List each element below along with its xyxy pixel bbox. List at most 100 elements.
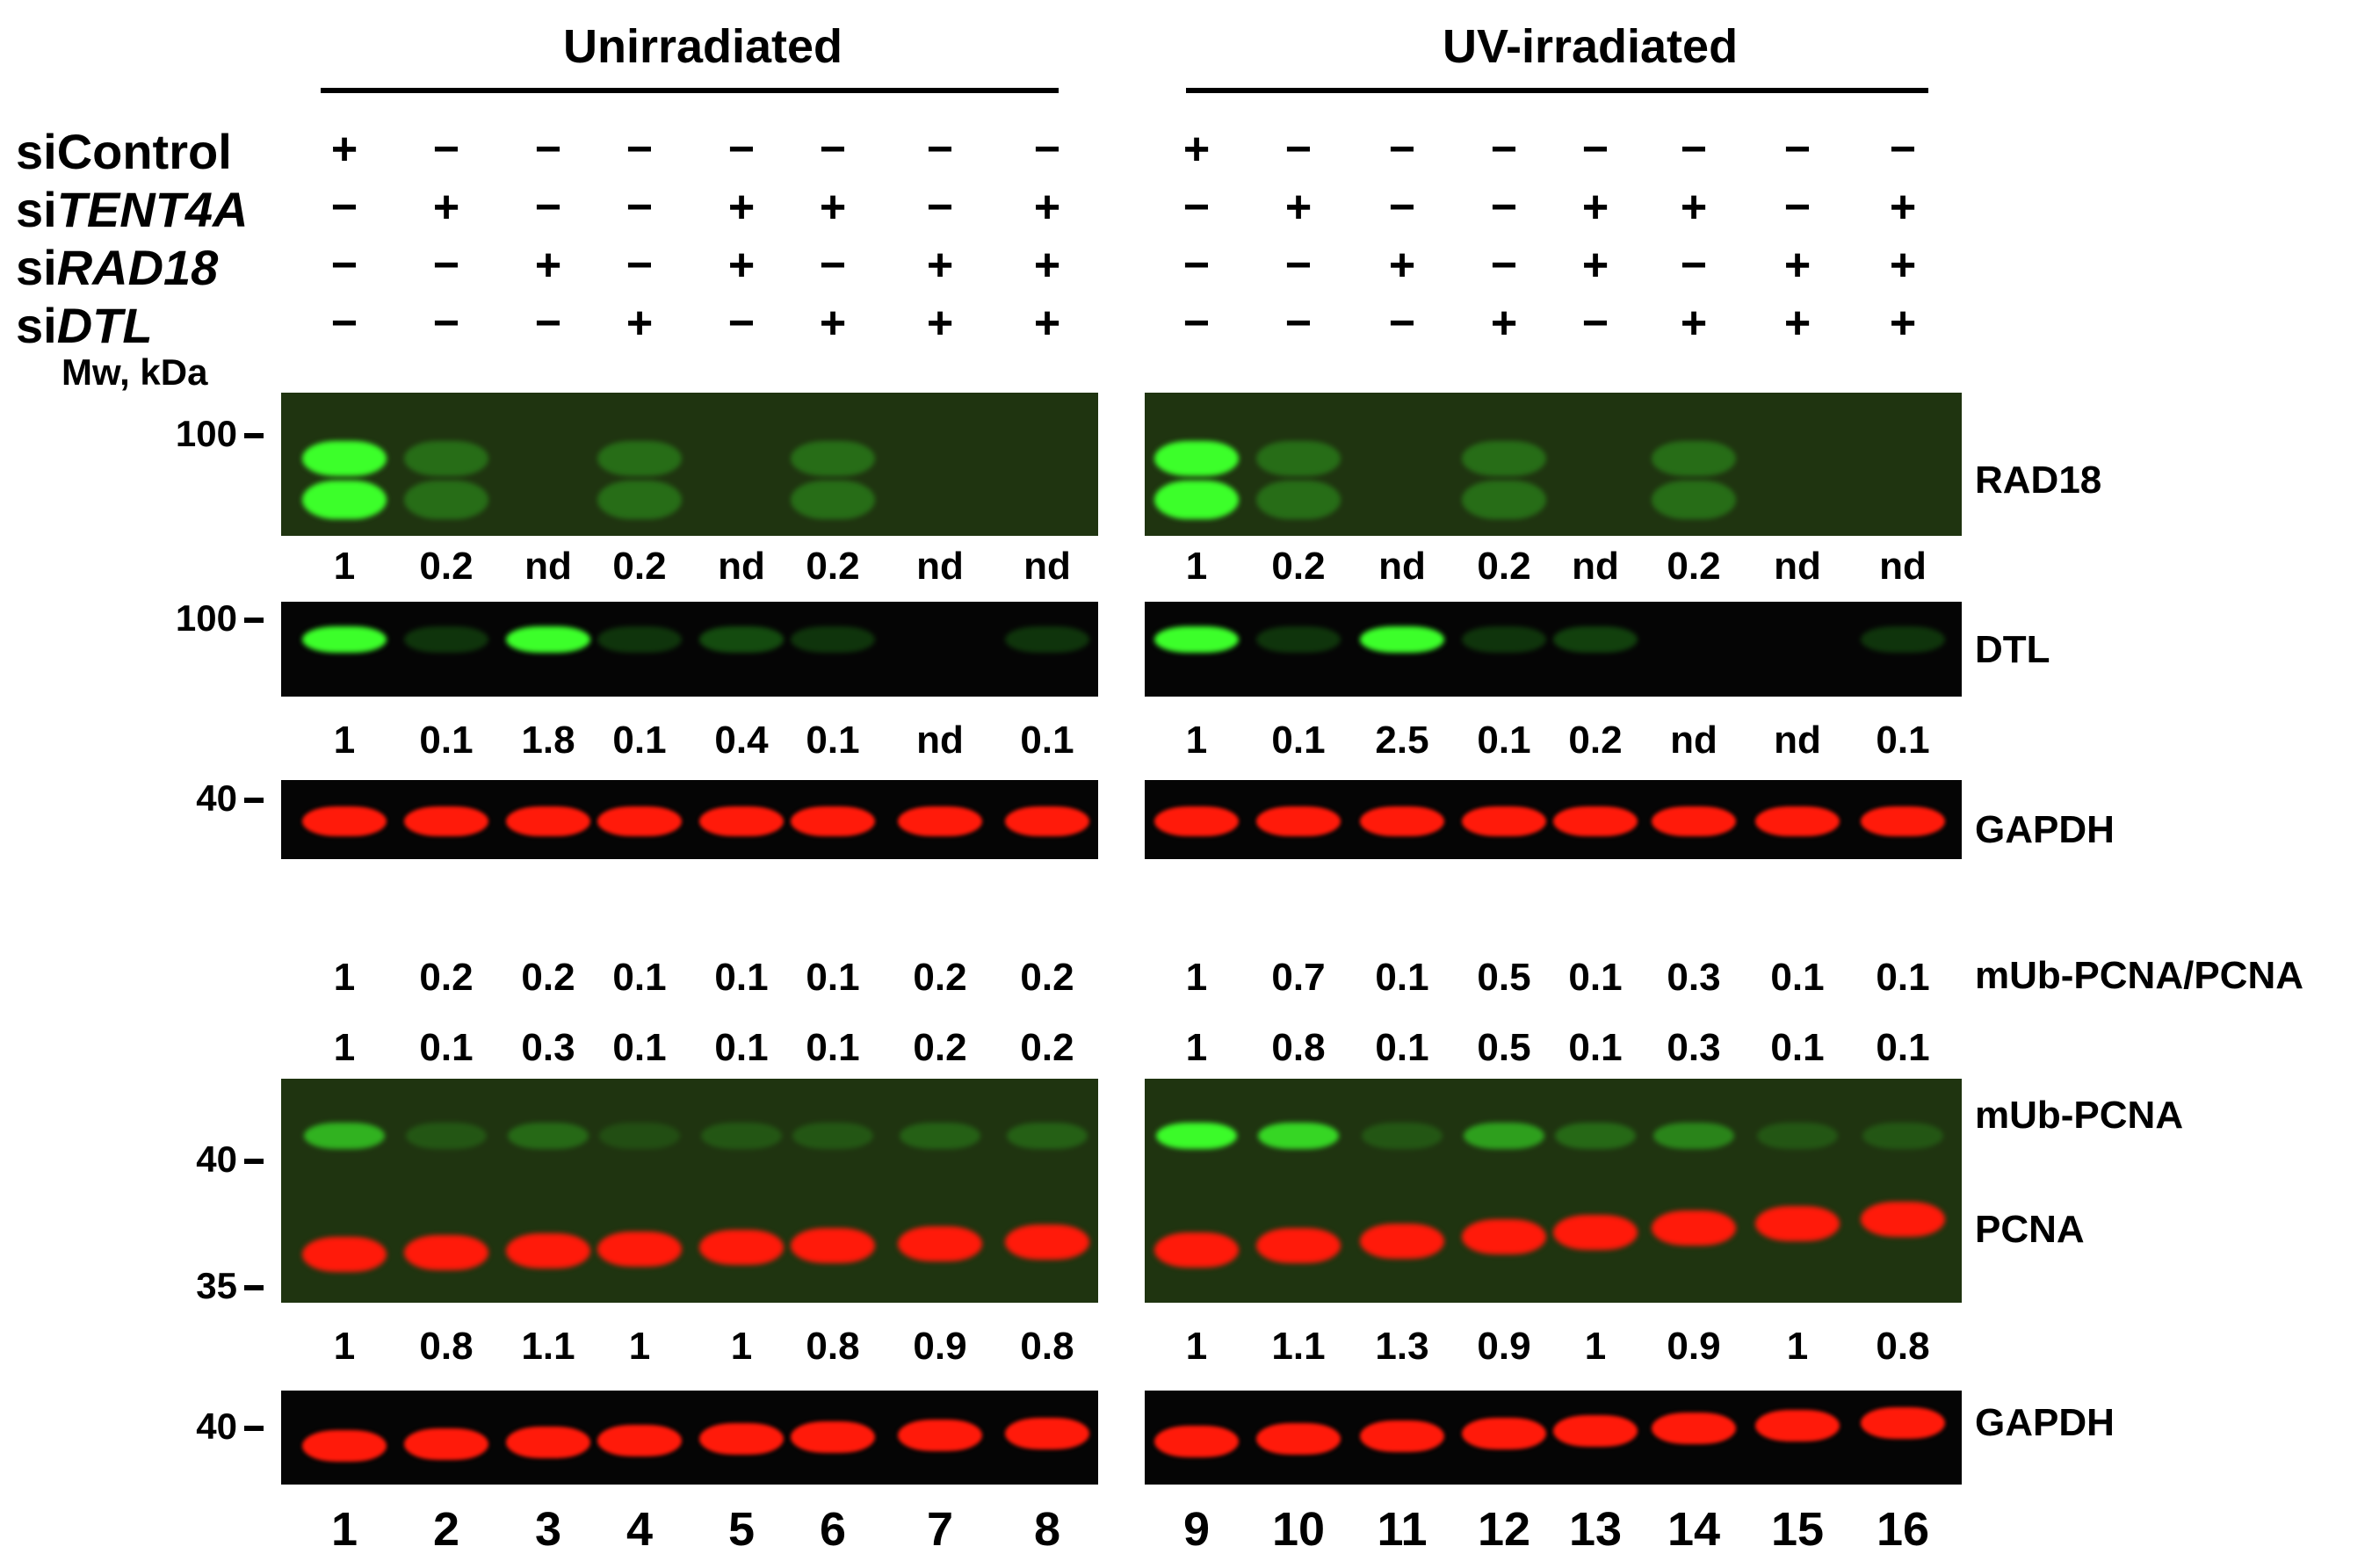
dtl-quant-value: 0.1 — [1271, 719, 1326, 762]
dtl-quant-value: nd — [1670, 719, 1718, 762]
lane-number: 1 — [330, 1503, 358, 1556]
band-gapdh1 — [1256, 806, 1341, 836]
protein-label-gapdh1: GAPDH — [1975, 808, 2115, 851]
band-rad18 — [1652, 441, 1736, 476]
band-pcna — [900, 1123, 980, 1149]
pcna-quant-value: 1 — [1185, 1325, 1208, 1368]
pcna-quant-value: 1 — [1584, 1325, 1607, 1368]
lane-number: 4 — [626, 1503, 654, 1556]
condition-cell: − — [1490, 182, 1518, 233]
band-rad18 — [404, 481, 488, 519]
pcna-quant-value: 0.8 — [806, 1325, 860, 1368]
pcna-quant-value: 0.8 — [1020, 1325, 1074, 1368]
band-pcna — [1462, 1219, 1546, 1254]
band-gapdh1 — [302, 806, 387, 836]
band-gapdh2 — [1861, 1407, 1945, 1439]
ratio-quant-value: 0.1 — [419, 1026, 474, 1069]
band-gapdh1 — [791, 806, 875, 836]
band-pcna — [597, 1232, 682, 1267]
condition-cell: + — [1889, 240, 1917, 291]
blot-pcna-right — [1145, 1079, 1962, 1303]
condition-cell: − — [1388, 124, 1416, 175]
band-gapdh2 — [1154, 1426, 1239, 1457]
lane-number: 15 — [1770, 1503, 1825, 1556]
band-rad18 — [404, 441, 488, 476]
dtl-quant-value: 0.1 — [1876, 719, 1930, 762]
condition-cell: − — [432, 298, 460, 349]
pcna-quant-value: 1.1 — [521, 1325, 575, 1368]
blot-gapdh2-right — [1145, 1391, 1962, 1485]
band-gapdh2 — [1462, 1418, 1546, 1449]
protein-label-gapdh2: GAPDH — [1975, 1401, 2115, 1444]
band-rad18 — [597, 481, 682, 519]
ratio-quant-value: 1 — [1185, 956, 1208, 999]
rad18-quant-value: 0.2 — [612, 545, 667, 588]
band-pcna — [1256, 1228, 1341, 1263]
band-pcna — [1005, 1225, 1089, 1260]
pcna-quant-value: 1 — [730, 1325, 753, 1368]
condition-cell: + — [1889, 182, 1917, 233]
condition-cell: − — [330, 298, 358, 349]
band-rad18 — [1652, 481, 1736, 519]
dtl-quant-value: 0.4 — [714, 719, 769, 762]
dtl-quant-value: 1.8 — [521, 719, 575, 762]
condition-cell: − — [1490, 240, 1518, 291]
condition-cell: − — [330, 182, 358, 233]
ratio-quant-value: 0.1 — [612, 1026, 667, 1069]
dtl-quant-value: 1 — [1185, 719, 1208, 762]
ratio-quant-value: 0.1 — [1770, 956, 1825, 999]
condition-cell: − — [534, 124, 562, 175]
condition-cell: − — [626, 182, 654, 233]
rad18-quant-value: 0.2 — [1271, 545, 1326, 588]
band-gapdh1 — [1462, 806, 1546, 836]
condition-cell: + — [330, 124, 358, 175]
band-dtl — [1462, 626, 1546, 653]
ratio-quant-value: 0.1 — [806, 1026, 860, 1069]
band-gapdh2 — [1652, 1413, 1736, 1444]
band-pcna — [1555, 1123, 1636, 1149]
rad18-quant-value: nd — [1023, 545, 1071, 588]
row-label-sitent4a: siTENT4A — [16, 182, 249, 237]
condition-cell: + — [1889, 298, 1917, 349]
condition-cell: + — [819, 182, 847, 233]
band-rad18 — [302, 481, 387, 519]
ratio-quant-value: 0.1 — [1375, 956, 1429, 999]
band-pcna — [404, 1235, 488, 1270]
ratio-quant-value: 0.8 — [1271, 1026, 1326, 1069]
rad18-quant-value: 0.2 — [419, 545, 474, 588]
pcna-quant-value: 1 — [333, 1325, 356, 1368]
band-gapdh1 — [597, 806, 682, 836]
pcna-quant-value: 0.9 — [1667, 1325, 1721, 1368]
dtl-quant-value: 1 — [333, 719, 356, 762]
band-rad18 — [1256, 481, 1341, 519]
mw-tick-pcna-40 — [244, 1159, 264, 1164]
rad18-quant-value: nd — [1572, 545, 1619, 588]
ratio-quant-value: 1 — [333, 956, 356, 999]
band-pcna — [699, 1230, 784, 1265]
rad18-quant-value: nd — [524, 545, 572, 588]
rad18-quant-value: 0.2 — [806, 545, 860, 588]
ratio-quant-value: 0.1 — [1876, 1026, 1930, 1069]
ratio-quant-value: 1 — [333, 1026, 356, 1069]
condition-cell: − — [1182, 182, 1211, 233]
condition-cell: − — [727, 124, 756, 175]
mw-tick-rad18 — [244, 433, 264, 438]
lane-number: 9 — [1182, 1503, 1211, 1556]
condition-cell: + — [1388, 240, 1416, 291]
ratio-quant-value: 0.3 — [1667, 956, 1721, 999]
dtl-quant-value: 0.1 — [1477, 719, 1531, 762]
blot-rad18-right — [1145, 393, 1962, 536]
rad18-quant-value: nd — [1879, 545, 1927, 588]
band-dtl — [1553, 626, 1638, 653]
lane-number: 10 — [1271, 1503, 1326, 1556]
condition-cell: − — [1581, 124, 1609, 175]
row-label-sirad18: siRAD18 — [16, 240, 219, 295]
condition-cell: − — [819, 240, 847, 291]
condition-cell: − — [926, 124, 954, 175]
band-rad18 — [791, 481, 875, 519]
condition-cell: + — [1581, 240, 1609, 291]
band-gapdh1 — [1360, 806, 1444, 836]
protein-label-ratio: mUb-PCNA/PCNA — [1975, 954, 2303, 997]
band-gapdh1 — [898, 806, 982, 836]
condition-cell: − — [1680, 124, 1708, 175]
